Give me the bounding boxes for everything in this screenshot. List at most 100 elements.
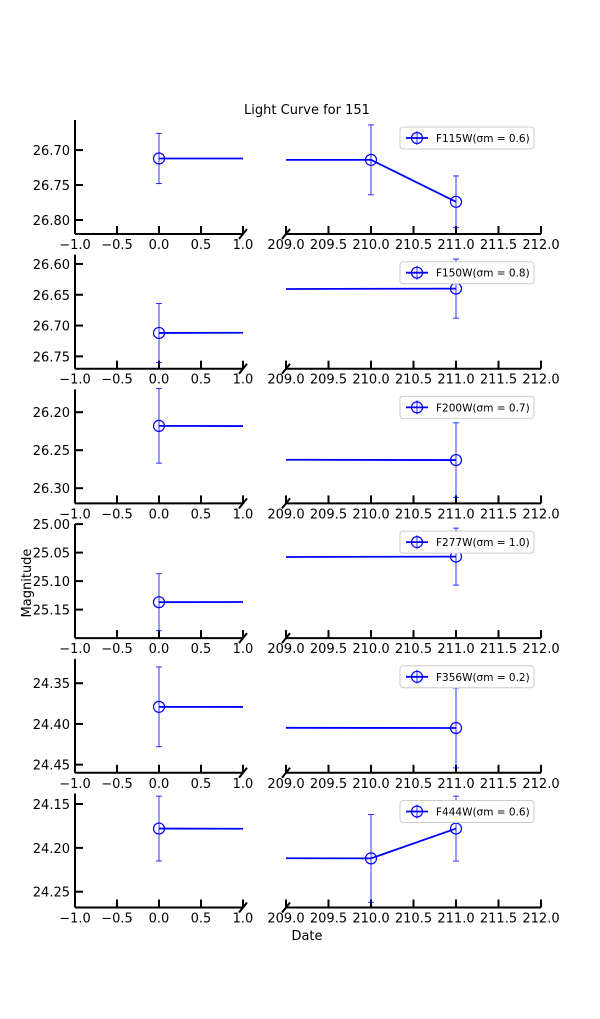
y-tick-label: 26.80 bbox=[33, 214, 70, 229]
x-tick-label: 209.5 bbox=[310, 777, 347, 792]
x-tick-label: 0.5 bbox=[191, 777, 212, 792]
data-point bbox=[152, 666, 166, 748]
x-tick-label: 1.0 bbox=[233, 238, 254, 253]
legend-box bbox=[399, 530, 535, 554]
x-tick-label: 212.0 bbox=[522, 507, 559, 522]
data-point bbox=[152, 795, 166, 862]
panel-f444w: 24.15 24.20 24.25 −1.0 −0.5 0.0 0.5 1.0 209.0 209… bbox=[33, 793, 560, 927]
legend-label: F150W(σm = 0.8) bbox=[436, 268, 530, 280]
legend-box bbox=[399, 126, 535, 150]
legend: F356W(σm = 0.2) bbox=[399, 665, 535, 689]
legend-label: F356W(σm = 0.2) bbox=[436, 672, 530, 684]
y-tick-label: 26.25 bbox=[33, 444, 70, 459]
x-tick-label: 0.5 bbox=[191, 642, 212, 657]
x-tick-label: 210.5 bbox=[395, 373, 432, 388]
x-tick-label: −1.0 bbox=[59, 507, 91, 522]
x-tick-label: −1.0 bbox=[59, 238, 91, 253]
data-point bbox=[152, 132, 166, 185]
data-point bbox=[152, 573, 166, 632]
legend-label: F277W(σm = 1.0) bbox=[436, 537, 530, 549]
x-tick-label: 212.0 bbox=[522, 373, 559, 388]
series-line-segment bbox=[370, 827, 457, 860]
x-tick-label: 0.5 bbox=[191, 373, 212, 388]
y-tick-label: 25.00 bbox=[33, 518, 70, 533]
x-tick-label: 211.0 bbox=[437, 373, 474, 388]
x-tick-label: 209.5 bbox=[310, 507, 347, 522]
x-tick-label: 0.0 bbox=[149, 777, 170, 792]
legend-label: F444W(σm = 0.6) bbox=[436, 807, 530, 819]
x-tick-label: 210.5 bbox=[395, 507, 432, 522]
x-tick-label: 0.0 bbox=[149, 642, 170, 657]
x-tick-label: 211.0 bbox=[437, 912, 474, 927]
chart-title: Light Curve for 151 bbox=[244, 103, 370, 118]
x-tick-label: 210.0 bbox=[352, 912, 389, 927]
x-tick-label: 0.5 bbox=[191, 507, 212, 522]
panel-f277w: 25.00 25.05 25.10 25.15 −1.0 −0.5 0.0 0.5 1.0 209… bbox=[33, 518, 560, 657]
x-tick-label: −0.5 bbox=[101, 507, 133, 522]
x-tick-label: 209.5 bbox=[310, 642, 347, 657]
data-point bbox=[152, 388, 166, 464]
panel-f150w: 26.60 26.65 26.70 26.75 −1.0 −0.5 0.0 0.5 1.0 209… bbox=[33, 254, 560, 388]
data-point-marker bbox=[152, 596, 166, 609]
x-tick-label: 211.0 bbox=[437, 507, 474, 522]
x-tick-label: −0.5 bbox=[101, 373, 133, 388]
data-point-marker bbox=[449, 453, 463, 467]
x-tick-label: 211.5 bbox=[480, 642, 517, 657]
data-point-marker bbox=[449, 721, 463, 735]
data-point bbox=[152, 302, 166, 363]
data-point-marker bbox=[449, 822, 463, 835]
data-point bbox=[449, 422, 463, 498]
x-tick-label: −1.0 bbox=[59, 912, 91, 927]
legend: F150W(σm = 0.8) bbox=[399, 261, 535, 285]
legend: F277W(σm = 1.0) bbox=[399, 530, 535, 554]
x-tick-label: −0.5 bbox=[101, 642, 133, 657]
data-point-marker bbox=[152, 822, 166, 835]
x-tick-label: −0.5 bbox=[101, 912, 133, 927]
y-tick-label: 26.70 bbox=[33, 144, 70, 159]
y-tick-label: 26.60 bbox=[33, 258, 70, 273]
x-tick-label: 1.0 bbox=[233, 777, 254, 792]
x-tick-label: −1.0 bbox=[59, 642, 91, 657]
x-tick-label: 210.0 bbox=[352, 238, 389, 253]
x-tick-label: 212.0 bbox=[522, 777, 559, 792]
data-point bbox=[364, 814, 378, 903]
panels-group: 26.70 26.75 26.80 −1.0 −0.5 0.0 0.5 1.0 209.0 209… bbox=[33, 120, 560, 927]
x-tick-label: 209.0 bbox=[267, 642, 304, 657]
y-tick-label: 25.05 bbox=[33, 547, 70, 562]
x-tick-label: 211.5 bbox=[480, 507, 517, 522]
data-point-marker bbox=[152, 326, 166, 340]
x-tick-label: 0.0 bbox=[149, 238, 170, 253]
y-tick-label: 26.30 bbox=[33, 482, 70, 497]
legend-label: F115W(σm = 0.6) bbox=[436, 133, 530, 145]
x-tick-label: 209.0 bbox=[267, 507, 304, 522]
x-tick-label: 211.5 bbox=[480, 777, 517, 792]
x-tick-label: 209.5 bbox=[310, 373, 347, 388]
legend: F200W(σm = 0.7) bbox=[399, 395, 535, 419]
x-tick-label: 0.0 bbox=[149, 373, 170, 388]
data-point-marker bbox=[152, 700, 166, 713]
x-tick-label: 210.0 bbox=[352, 777, 389, 792]
x-tick-label: 211.5 bbox=[480, 238, 517, 253]
legend-box bbox=[399, 800, 535, 823]
x-tick-label: 211.0 bbox=[437, 238, 474, 253]
series-line-segment bbox=[370, 159, 457, 203]
x-tick-label: 0.0 bbox=[149, 912, 170, 927]
x-tick-label: 210.0 bbox=[352, 373, 389, 388]
x-tick-label: 212.0 bbox=[522, 642, 559, 657]
legend-box bbox=[399, 261, 535, 285]
panel-f200w: 26.20 26.25 26.30 −1.0 −0.5 0.0 0.5 1.0 209.0 209… bbox=[33, 388, 560, 522]
data-point-marker bbox=[152, 152, 166, 165]
y-tick-label: 24.40 bbox=[33, 718, 70, 733]
legend-box bbox=[399, 395, 535, 419]
y-tick-label: 25.10 bbox=[33, 575, 70, 590]
x-tick-label: 211.5 bbox=[480, 912, 517, 927]
legend: F115W(σm = 0.6) bbox=[399, 126, 535, 150]
y-tick-label: 24.35 bbox=[33, 677, 70, 692]
x-tick-label: 209.0 bbox=[267, 373, 304, 388]
y-tick-label: 26.75 bbox=[33, 179, 70, 194]
x-axis-label: Date bbox=[291, 929, 322, 944]
y-tick-label: 26.75 bbox=[33, 350, 70, 365]
x-tick-label: 212.0 bbox=[522, 238, 559, 253]
